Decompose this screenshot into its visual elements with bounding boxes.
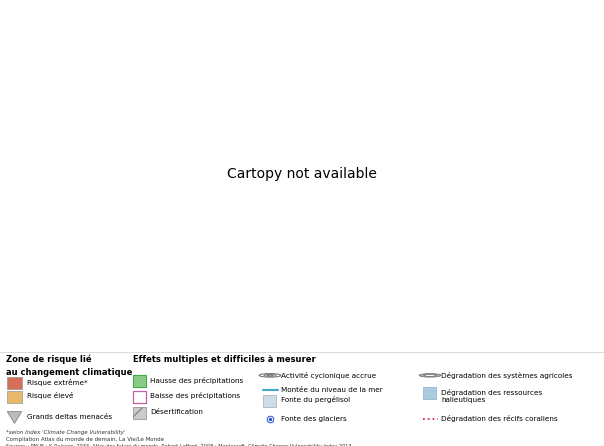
Text: Sources : PNUE ; Y. Raisson, 2033, Atlas des futurs du monde, Robert Laffont, 20: Sources : PNUE ; Y. Raisson, 2033, Atlas… xyxy=(6,444,352,446)
Text: Baisse des précipitations: Baisse des précipitations xyxy=(150,392,240,400)
Text: Risque extrême*: Risque extrême* xyxy=(27,379,88,386)
Text: Dégradation des récifs coraliens: Dégradation des récifs coraliens xyxy=(441,415,557,422)
Circle shape xyxy=(419,374,441,377)
Bar xyxy=(133,407,146,418)
Text: Activité cyclonique accrue: Activité cyclonique accrue xyxy=(281,372,376,379)
Bar xyxy=(263,395,276,407)
Text: *selon Index 'Climate Change Vulnerability': *selon Index 'Climate Change Vulnerabili… xyxy=(6,430,126,435)
Bar xyxy=(423,387,436,399)
Circle shape xyxy=(424,374,436,376)
Text: Dégradation des systèmes agricoles: Dégradation des systèmes agricoles xyxy=(441,372,573,379)
Bar xyxy=(7,377,22,389)
Text: Désertification: Désertification xyxy=(150,409,203,415)
Text: Cartopy not available: Cartopy not available xyxy=(227,167,377,182)
Text: Risque élevé: Risque élevé xyxy=(27,392,73,400)
Bar xyxy=(133,391,146,403)
Text: au changement climatique: au changement climatique xyxy=(6,368,132,376)
Bar xyxy=(133,376,146,387)
Text: Hausse des précipitations: Hausse des précipitations xyxy=(150,377,243,384)
Text: Zone de risque lié: Zone de risque lié xyxy=(6,355,92,364)
Polygon shape xyxy=(7,412,22,423)
Text: Dégradation des ressources
halieutiques: Dégradation des ressources halieutiques xyxy=(441,389,542,403)
Text: Compilation Atlas du monde de demain, La Vie/Le Monde: Compilation Atlas du monde de demain, La… xyxy=(6,437,164,442)
Bar xyxy=(7,391,22,403)
Text: Fonte des glaciers: Fonte des glaciers xyxy=(281,416,347,421)
Text: Grands deltas menacés: Grands deltas menacés xyxy=(27,413,112,420)
Text: Fonte du pergélisol: Fonte du pergélisol xyxy=(281,396,350,403)
Text: Montée du niveau de la mer: Montée du niveau de la mer xyxy=(281,387,382,393)
Text: Effets multiples et difficiles à mesurer: Effets multiples et difficiles à mesurer xyxy=(133,355,316,364)
